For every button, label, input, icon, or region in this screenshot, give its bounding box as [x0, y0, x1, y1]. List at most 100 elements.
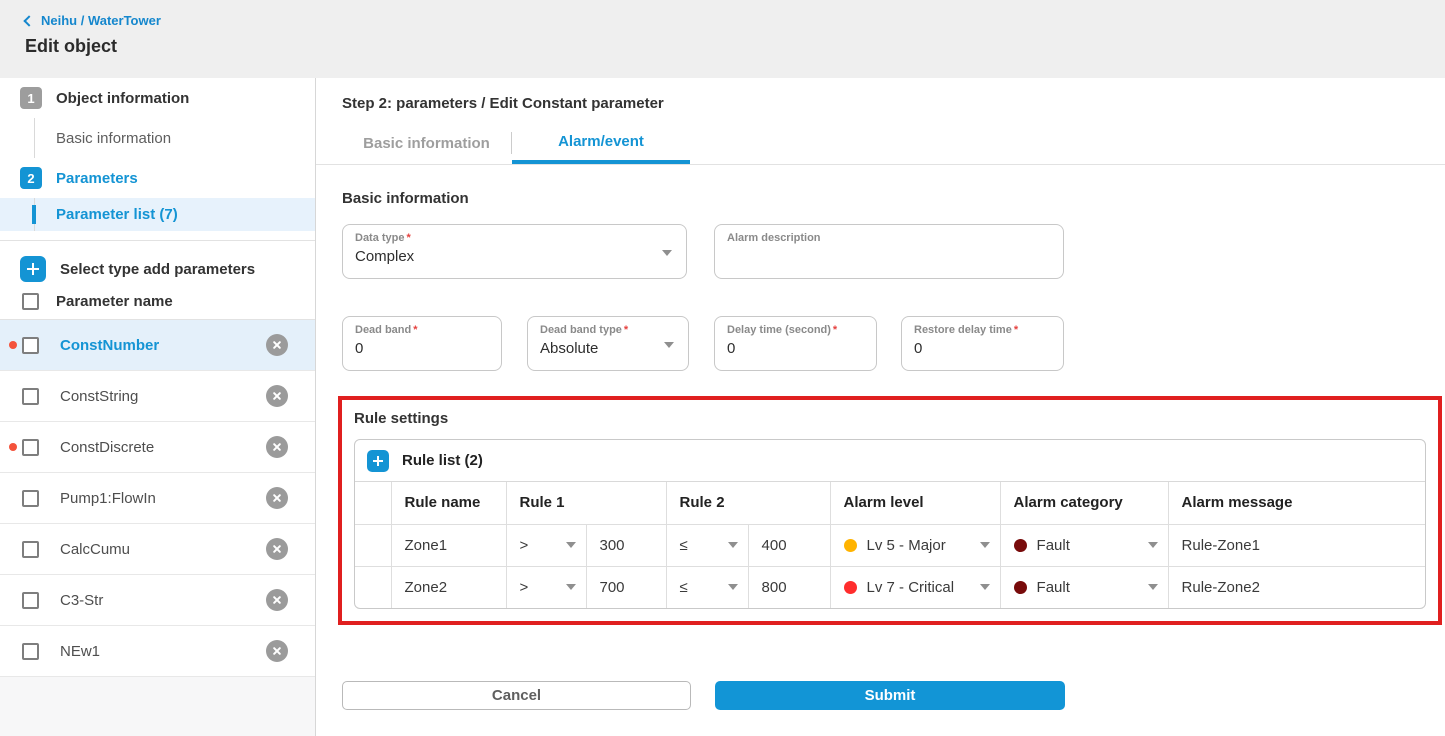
page-title: Edit object	[25, 36, 118, 56]
form-row-2: Dead band * 0 Dead band type * Absolute De…	[342, 316, 1445, 371]
rule1-operator-select[interactable]: >	[505, 523, 587, 567]
field-label: Data type *	[355, 232, 411, 244]
rule-settings-annotation-box: Rule settings Rule list (2) Rule name Ru…	[338, 396, 1442, 625]
rule-row-zone2: Zone2 > 700 ≤ 800 Lv 7 - Critical	[355, 565, 1425, 608]
parameter-checkbox[interactable]	[22, 387, 39, 405]
parameter-row-pump1flowin[interactable]: Pump1:FlowIn	[0, 473, 315, 524]
rule2-value-cell[interactable]: 800	[747, 565, 831, 608]
step-2-badge: 2	[20, 167, 42, 189]
col-header-alarm-category: Alarm category	[999, 481, 1169, 525]
chevron-down-icon	[565, 584, 576, 591]
tab-basic-information[interactable]: Basic information	[363, 134, 490, 152]
rule2-operator-select[interactable]: ≤	[665, 523, 749, 567]
alarm-message-cell[interactable]: Rule-Zone1	[1167, 523, 1425, 567]
alarm-level-dot-icon	[843, 538, 857, 552]
col-header-alarm-level: Alarm level	[829, 481, 1001, 525]
parameter-row-calccumu[interactable]: CalcCumu	[0, 524, 315, 575]
chevron-down-icon	[727, 542, 738, 548]
parameter-row-new1[interactable]: NEw1	[0, 626, 315, 677]
parameter-checkbox[interactable]	[22, 591, 39, 609]
rule-name-cell[interactable]: Zone2	[390, 565, 507, 608]
tab-alarm-event[interactable]: Alarm/event	[512, 122, 690, 164]
modified-dot-icon	[9, 443, 17, 451]
parameter-list-header: Parameter name	[0, 282, 315, 319]
dead-band-type-select[interactable]: Dead band type * Absolute	[527, 316, 689, 371]
rule1-value-cell[interactable]: 700	[585, 565, 667, 608]
restore-delay-time-input[interactable]: Restore delay time * 0	[901, 316, 1064, 371]
rule-row-zone1: Zone1 > 300 ≤ 400 Lv 5 - Major	[355, 523, 1425, 567]
col-header-rule-1: Rule 1	[505, 481, 667, 525]
rule-list-header: Rule list (2)	[355, 440, 1425, 482]
rule1-operator-select[interactable]: >	[505, 565, 587, 608]
parameter-name: C3-Str	[60, 591, 104, 609]
parameter-name: ConstDiscrete	[60, 438, 155, 456]
sidebar-item-label: Basic information	[56, 129, 172, 147]
parameter-row-constnumber[interactable]: ConstNumber	[0, 320, 315, 371]
sidebar-step-object-information[interactable]: 1 Object information	[0, 78, 315, 118]
rule-table: Rule name Rule 1 Rule 2 Alarm level Alar…	[355, 481, 1425, 608]
chevron-down-icon	[727, 584, 738, 591]
rule1-value-cell[interactable]: 300	[585, 523, 667, 567]
chevron-down-icon	[664, 341, 674, 348]
parameter-checkbox[interactable]	[22, 489, 39, 507]
delete-parameter-icon[interactable]	[266, 385, 288, 407]
rule2-operator-select[interactable]: ≤	[665, 565, 749, 608]
rule-table-header-row: Rule name Rule 1 Rule 2 Alarm level Alar…	[355, 481, 1425, 525]
delete-parameter-icon[interactable]	[266, 538, 288, 560]
alarm-level-select[interactable]: Lv 7 - Critical	[829, 565, 1001, 608]
step-1-label: Object information	[56, 89, 190, 107]
data-type-select[interactable]: Data type * Complex	[342, 224, 687, 279]
delete-parameter-icon[interactable]	[266, 334, 288, 356]
parameter-checkbox[interactable]	[22, 336, 39, 354]
field-label: Delay time (second) *	[727, 324, 838, 336]
delete-parameter-icon[interactable]	[266, 487, 288, 509]
parameter-name: Pump1:FlowIn	[60, 489, 156, 507]
submit-button[interactable]: Submit	[715, 681, 1065, 710]
parameter-row-c3str[interactable]: C3-Str	[0, 575, 315, 626]
rule-name-cell[interactable]: Zone1	[390, 523, 507, 567]
parameter-checkbox[interactable]	[22, 642, 39, 660]
parameter-name-header: Parameter name	[56, 293, 173, 310]
delete-parameter-icon[interactable]	[266, 436, 288, 458]
required-mark: *	[413, 324, 418, 336]
add-parameter-button[interactable]	[20, 256, 46, 282]
step-2-label: Parameters	[56, 169, 138, 187]
sidebar-item-parameter-list[interactable]: Parameter list (7)	[0, 198, 315, 231]
field-value: 0	[914, 340, 923, 357]
field-label: Restore delay time *	[914, 324, 1019, 336]
alarm-level-select[interactable]: Lv 5 - Major	[829, 523, 1001, 567]
sidebar-step-parameters[interactable]: 2 Parameters	[0, 158, 315, 198]
rule-list-title: Rule list (2)	[402, 452, 483, 469]
required-mark: *	[623, 324, 629, 336]
dead-band-input[interactable]: Dead band * 0	[342, 316, 502, 371]
parameter-checkbox[interactable]	[22, 438, 39, 456]
sidebar-item-basic-information[interactable]: Basic information	[0, 118, 315, 158]
parameter-row-conststring[interactable]: ConstString	[0, 371, 315, 422]
parameter-name: ConstNumber	[60, 336, 160, 354]
cancel-button[interactable]: Cancel	[342, 681, 691, 710]
form-actions: Cancel Submit	[342, 681, 1445, 710]
alarm-category-select[interactable]: Fault	[999, 523, 1169, 567]
breadcrumb[interactable]: Neihu / WaterTower	[23, 13, 161, 28]
rule-list-panel: Rule list (2) Rule name Rule 1 Rule 2 Al…	[354, 439, 1426, 609]
rule2-value-cell[interactable]: 400	[747, 523, 831, 567]
add-rule-button[interactable]	[367, 449, 389, 472]
parameter-checkbox[interactable]	[22, 540, 39, 558]
chevron-down-icon	[1147, 584, 1158, 591]
parameter-row-constdiscrete[interactable]: ConstDiscrete	[0, 422, 315, 473]
select-all-checkbox[interactable]	[22, 293, 39, 310]
col-header-alarm-message: Alarm message	[1167, 481, 1425, 525]
delay-time-input[interactable]: Delay time (second) * 0	[714, 316, 877, 371]
alarm-description-input[interactable]: Alarm description	[714, 224, 1064, 279]
field-label: Dead band *	[355, 324, 418, 336]
field-value: 0	[727, 340, 736, 357]
field-value: 0	[355, 340, 364, 357]
alarm-message-cell[interactable]: Rule-Zone2	[1167, 565, 1425, 608]
delete-parameter-icon[interactable]	[266, 640, 288, 662]
field-value: Absolute	[540, 340, 599, 357]
sidebar-item-label: Parameter list (7)	[56, 206, 178, 223]
alarm-category-dot-icon	[1013, 538, 1027, 552]
alarm-category-select[interactable]: Fault	[999, 565, 1169, 608]
delete-parameter-icon[interactable]	[266, 589, 288, 611]
divider	[0, 319, 315, 320]
